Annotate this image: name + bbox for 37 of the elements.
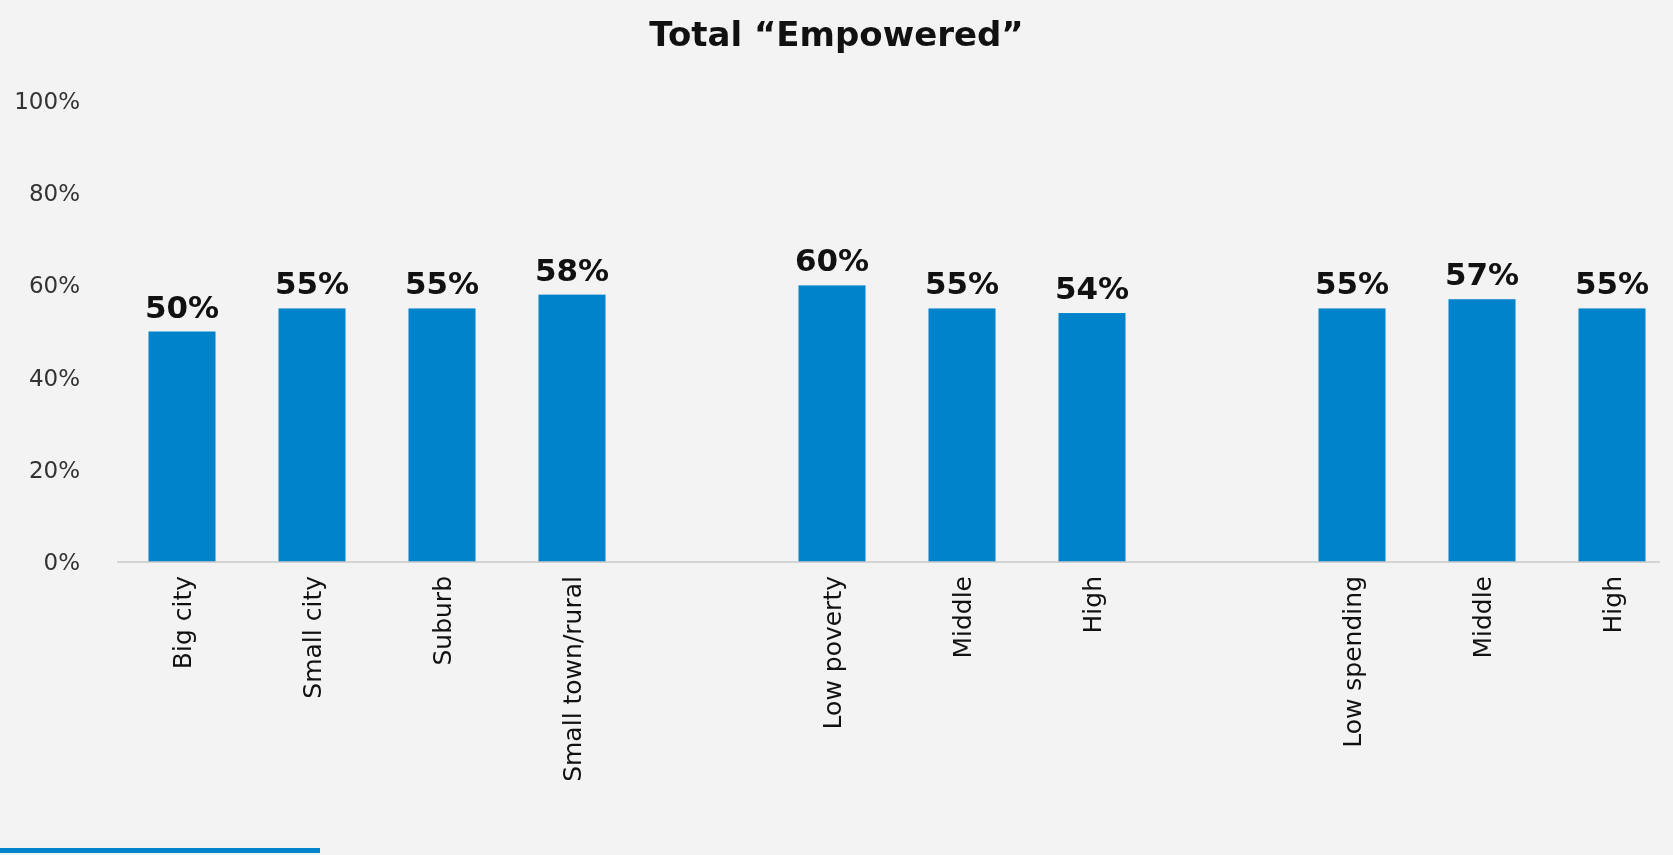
y-tick-label: 20%: [28, 456, 80, 483]
y-tick-label: 80%: [28, 180, 80, 207]
y-tick-label: 100%: [14, 88, 80, 115]
data-label: 60%: [794, 242, 870, 279]
bar: [798, 285, 866, 562]
data-label: 58%: [534, 251, 610, 288]
x-tick-label: Middle: [948, 576, 977, 659]
bar: [538, 294, 606, 562]
x-tick-label: Small city: [298, 575, 327, 699]
y-tick-label: 40%: [28, 364, 80, 391]
bar: [278, 308, 346, 562]
x-tick-label: Low spending: [1338, 576, 1367, 748]
x-tick-label: Low poverty: [818, 575, 847, 730]
bar: [408, 308, 476, 562]
x-tick-label: Suburb: [428, 576, 457, 666]
x-tick-label: Middle: [1468, 576, 1497, 659]
data-label: 55%: [404, 265, 480, 302]
data-label: 50%: [144, 288, 220, 325]
x-tick-label: Small town/rural: [558, 576, 587, 782]
chart-title: Total “Empowered”: [649, 14, 1024, 54]
bar: [1448, 299, 1516, 562]
x-tick-label: High: [1078, 576, 1107, 634]
bar: [148, 331, 216, 562]
data-label: 54%: [1054, 270, 1130, 307]
y-tick-label: 0%: [43, 549, 80, 576]
bar: [1578, 308, 1646, 562]
x-tick-label: Big city: [168, 575, 197, 670]
bar: [928, 308, 996, 562]
bar: [1058, 313, 1126, 562]
y-tick-label: 60%: [28, 272, 80, 299]
data-label: 55%: [924, 265, 1000, 302]
data-label: 57%: [1444, 256, 1520, 293]
data-label: 55%: [274, 265, 350, 302]
data-label: 55%: [1314, 265, 1390, 302]
data-label: 55%: [1574, 265, 1650, 302]
x-tick-label: High: [1598, 576, 1627, 634]
bar: [1318, 308, 1386, 562]
